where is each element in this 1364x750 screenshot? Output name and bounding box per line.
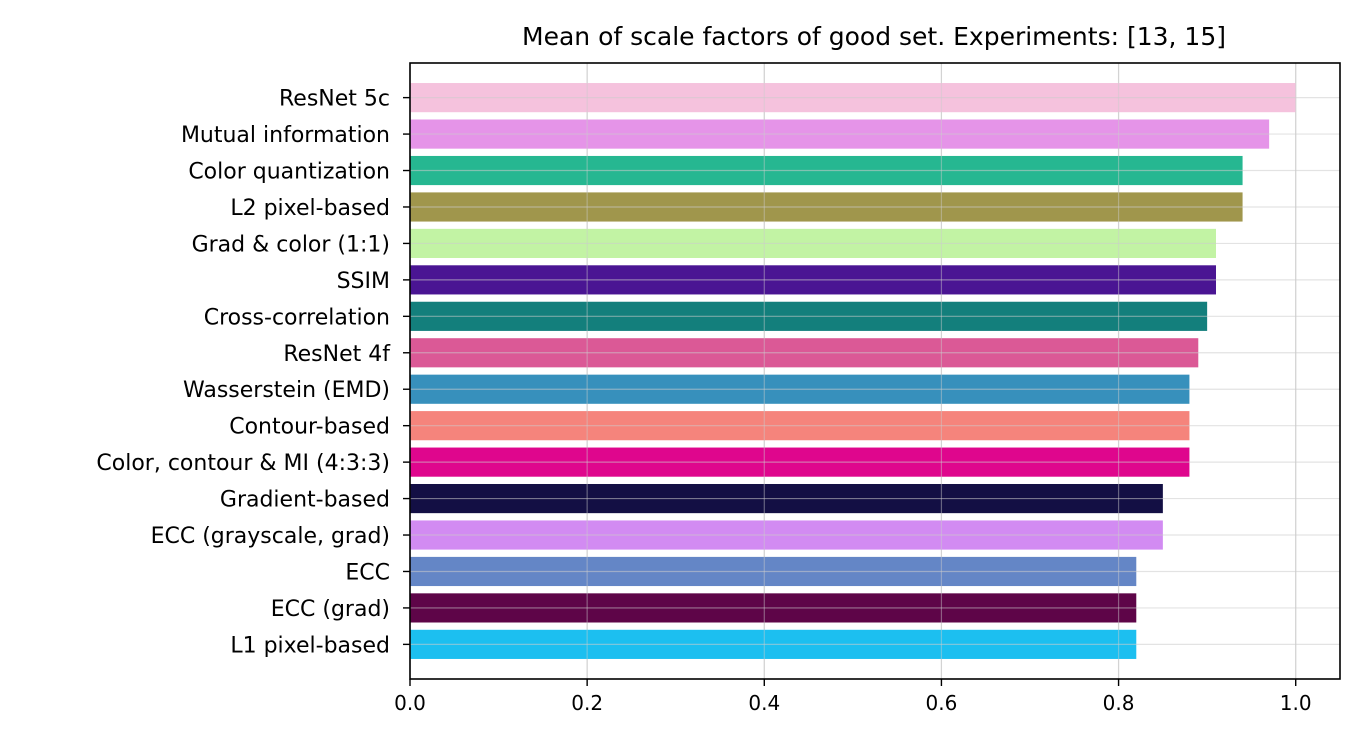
y-tick-label: ECC [345, 560, 390, 585]
chart-title: Mean of scale factors of good set. Exper… [522, 22, 1226, 51]
y-tick-label: Mutual information [181, 123, 390, 148]
y-tick-label: SSIM [337, 269, 390, 294]
x-tick-label: 0.4 [748, 691, 780, 715]
x-tick-label: 0.6 [926, 691, 958, 715]
x-tick-label: 1.0 [1280, 691, 1312, 715]
y-tick-label: ECC (grayscale, grad) [151, 524, 390, 549]
y-tick-label: Wasserstein (EMD) [183, 378, 390, 403]
y-tick-label: L2 pixel-based [230, 196, 390, 221]
bars-layer [410, 83, 1296, 659]
axes-frame [409, 62, 1341, 680]
y-tick-label: ResNet 4f [283, 342, 391, 367]
y-tick-label: Cross-correlation [204, 305, 390, 330]
axes-layer [409, 62, 1341, 680]
y-tick-label: Color, contour & MI (4:3:3) [96, 451, 390, 476]
y-tick-label: Grad & color (1:1) [192, 232, 390, 257]
grid-layer [409, 63, 1297, 679]
ticks-layer: 0.0 0.2 0.4 0.6 0.8 1.0 ResNet 5c Mutual inform… [96, 87, 1311, 715]
x-tick-label: 0.8 [1103, 691, 1135, 715]
y-tick-label: Color quantization [188, 160, 390, 185]
y-tick-label: L1 pixel-based [230, 633, 390, 658]
y-tick-label: ECC (grad) [271, 597, 390, 622]
y-tick-label: Gradient-based [220, 488, 390, 513]
x-tick-label: 0.2 [571, 691, 603, 715]
x-tick-label: 0.0 [394, 691, 426, 715]
y-tick-label: ResNet 5c [279, 87, 390, 112]
y-tick-label: Contour-based [229, 415, 390, 440]
